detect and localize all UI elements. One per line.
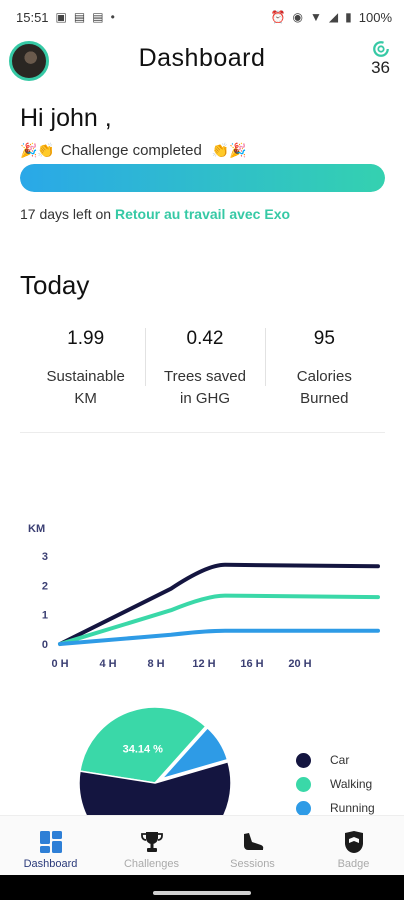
- series-line-walking: [58, 593, 380, 646]
- nav-sessions[interactable]: Sessions: [202, 816, 303, 875]
- legend-label: Car: [330, 753, 350, 767]
- status-time: 15:51: [16, 9, 49, 25]
- party-icon: 👏🎉: [207, 142, 247, 158]
- bottom-nav: Dashboard Challenges Sessions Badge: [0, 815, 404, 875]
- nav-dashboard[interactable]: Dashboard: [0, 816, 101, 875]
- y-tick-label: 0: [42, 639, 48, 651]
- distance-line-chart: KM 0 1 2 3 0 H 4 H 8 H 12 H 16 H 20 H: [28, 523, 380, 670]
- challenge-status-text: Challenge completed: [60, 142, 202, 159]
- challenge-progress-fill: [20, 164, 385, 192]
- avatar[interactable]: [9, 41, 49, 81]
- stat-label-line: in GHG: [179, 390, 230, 407]
- today-title: Today: [20, 270, 90, 300]
- alarm-icon: ⏰: [270, 10, 286, 24]
- x-tick-label: 20 H: [288, 658, 311, 670]
- x-tick-label: 4 H: [99, 658, 116, 670]
- status-left: 15:51 ▣ ▤ ▤ •: [16, 10, 115, 25]
- y-tick-label: 2: [42, 580, 48, 592]
- stat-label-line: Sustainable: [46, 368, 125, 385]
- eye-icon: ◉: [292, 10, 304, 24]
- y-tick-label: 3: [42, 551, 48, 563]
- stat-label: Sustainable KM: [26, 366, 145, 410]
- shoe-icon: [243, 833, 263, 850]
- trophy-icon: [140, 832, 163, 852]
- days-left: 17 days left on Retour au travail avec E…: [20, 206, 290, 222]
- greeting-text: Hi john ,: [20, 104, 112, 132]
- legend-item-car: Car: [296, 748, 375, 772]
- legend-item-walking: Walking: [296, 772, 375, 796]
- legend-dot: [296, 800, 311, 816]
- x-tick-label: 0 H: [51, 658, 68, 670]
- nav-label: Badge: [337, 858, 370, 870]
- legend-dot: [296, 752, 311, 768]
- stat-label: Trees saved in GHG: [145, 366, 264, 410]
- streak-icon: [372, 41, 389, 57]
- challenge-link[interactable]: Retour au travail avec Exo: [114, 206, 291, 222]
- nav-label: Sessions: [230, 858, 275, 870]
- days-left-text: 17 days left on: [20, 206, 112, 222]
- stat-label: Calories Burned: [265, 366, 384, 410]
- pie-label-walking: 34.14 %: [123, 744, 164, 756]
- wifi-icon: ▼: [310, 10, 322, 24]
- status-right: ⏰ ◉ ▼ ◢ ▮ 100%: [271, 10, 392, 25]
- dashboard-icon: [39, 831, 62, 853]
- legend-label: Walking: [330, 777, 373, 791]
- dot-icon: •: [110, 10, 115, 24]
- streak-count: 36: [371, 58, 390, 77]
- stat-label-line: Trees saved: [164, 368, 246, 385]
- signal-icon: ◢: [328, 10, 339, 24]
- home-pill[interactable]: [153, 891, 251, 895]
- teams-icon: ▤: [92, 10, 104, 24]
- challenge-progress-bar: [20, 164, 385, 192]
- legend-item-running: Running: [296, 796, 375, 820]
- stat-value: 1.99: [67, 328, 105, 349]
- stat-trees-saved: 0.42 Trees saved in GHG: [145, 322, 264, 414]
- mode-pie-chart: 34.14 %: [78, 706, 232, 820]
- gallery-icon: ▣: [55, 10, 67, 24]
- x-tick-label: 12 H: [192, 658, 215, 670]
- nav-label: Dashboard: [23, 858, 78, 870]
- series-line-car: [58, 562, 380, 646]
- app-header: Dashboard 36: [0, 36, 404, 86]
- badge-icon: [344, 831, 363, 854]
- pie-legend: Car Walking Running: [296, 748, 375, 820]
- pie-slice-walking: [79, 706, 207, 784]
- nav-label: Challenges: [123, 858, 180, 870]
- stat-calories: 95 Calories Burned: [264, 322, 384, 414]
- party-icon: 🎉👏: [20, 142, 55, 158]
- x-tick-label: 16 H: [240, 658, 263, 670]
- stat-value: 95: [313, 328, 335, 349]
- x-tick-label: 8 H: [147, 658, 164, 670]
- challenge-status: 🎉👏 Challenge completed 👏🎉: [20, 142, 247, 159]
- pie-slice-running: [159, 726, 229, 781]
- series-line-running: [58, 628, 380, 646]
- y-tick-label: 1: [42, 610, 48, 622]
- stat-sustainable-km: 1.99 Sustainable KM: [26, 322, 145, 414]
- nav-challenges[interactable]: Challenges: [101, 816, 202, 875]
- nav-badge[interactable]: Badge: [303, 816, 404, 875]
- stat-label-line: KM: [74, 390, 97, 407]
- battery-icon: ▮: [345, 10, 352, 24]
- legend-dot: [296, 776, 311, 792]
- pie-slice-car: [78, 760, 232, 820]
- legend-label: Running: [330, 801, 375, 815]
- section-divider: [20, 432, 385, 433]
- stats-row: 1.99 Sustainable KM 0.42 Trees saved in …: [26, 322, 384, 414]
- stat-value: 0.42: [186, 328, 224, 349]
- status-bar: 15:51 ▣ ▤ ▤ • ⏰ ◉ ▼ ◢ ▮ 100%: [0, 0, 404, 34]
- y-axis-label: KM: [28, 523, 45, 535]
- battery-level: 100%: [358, 9, 392, 25]
- stat-label-line: Calories: [296, 368, 352, 385]
- page-title: Dashboard: [138, 44, 266, 72]
- streak-widget[interactable]: 36: [371, 40, 390, 78]
- stat-label-line: Burned: [300, 390, 349, 407]
- teams-icon: ▤: [73, 10, 86, 24]
- system-nav-bar: [0, 875, 404, 900]
